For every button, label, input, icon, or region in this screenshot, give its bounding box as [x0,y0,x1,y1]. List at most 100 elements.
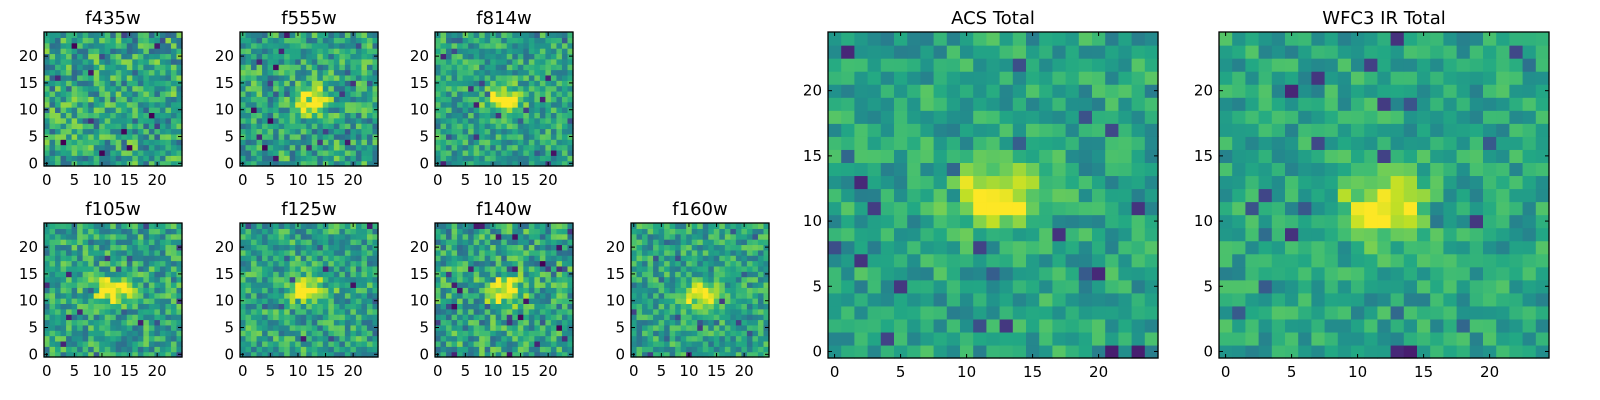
heatmap-cell [170,101,178,108]
heatmap-cell [154,64,161,71]
heatmap-cell [55,265,62,272]
heatmap-cell [284,276,291,283]
heatmap-cell [126,101,133,108]
heatmap-cell [708,271,715,278]
heatmap-cell [1065,240,1080,255]
heatmap-cell [284,255,291,262]
heatmap-cell [517,340,524,347]
heatmap-cell [473,155,480,162]
heatmap-cell [473,346,480,353]
heatmap-cell [284,53,291,60]
heatmap-cell [284,128,291,135]
heatmap-cell [344,155,351,162]
heatmap-cell [713,271,720,278]
heatmap-cell [752,346,759,353]
heatmap-cell [143,53,150,60]
heatmap-cell [495,298,502,304]
heatmap-cell [361,233,368,240]
heatmap-cell [708,276,715,283]
heatmap-cell [680,335,687,342]
heatmap-cell [468,69,475,76]
heatmap-cell [132,32,139,38]
heatmap-cell [77,303,84,310]
heatmap-cell [278,37,285,44]
heatmap-cell [1144,253,1159,268]
heatmap-cell [273,74,280,81]
heatmap-cell [137,48,144,55]
heatmap-cell [240,112,247,119]
heatmap-cell [44,117,51,124]
heatmap-cell [457,314,464,321]
heatmap-cell [473,298,480,304]
heatmap-cell [907,318,921,333]
heatmap-cell [642,260,649,267]
heatmap-cell [473,287,480,294]
heatmap-cell [446,139,453,146]
heatmap-cell [473,144,480,151]
heatmap-cell [550,298,558,304]
heatmap-cell [653,340,660,347]
heatmap-cell [71,287,78,294]
heatmap-cell [322,308,329,315]
heatmap-cell [289,160,296,167]
heatmap-cell [501,255,508,262]
heatmap-cell [724,265,731,272]
heatmap-cell [484,74,491,81]
heatmap-cell [642,346,649,353]
heatmap-cell [435,58,442,65]
heatmap-cell [333,53,340,60]
heatmap-cell [517,308,524,315]
heatmap-cell [708,324,715,331]
heatmap-cell [523,330,530,337]
heatmap-cell [550,228,558,235]
heatmap-cell [713,298,720,304]
heatmap-cell [77,281,84,288]
heatmap-cell [1065,175,1080,190]
heatmap-cell [468,48,475,55]
heatmap-cell [289,303,296,310]
heatmap-cell [154,292,161,299]
heatmap-cell [550,144,558,151]
heatmap-cell [93,287,100,294]
heatmap-cell [680,330,687,337]
heatmap-cell [121,260,128,267]
heatmap-cell [333,244,340,251]
heatmap-cell [484,324,491,331]
heatmap-cell [462,123,469,130]
heatmap-cell [1052,305,1067,320]
heatmap-cell [245,346,252,353]
heatmap-cell [300,324,307,331]
heatmap-cell [528,287,535,294]
heatmap-cell [289,281,296,288]
heatmap-cell [867,253,882,268]
heatmap-cell [176,239,183,246]
heatmap-cell [49,74,56,81]
heatmap-cell [317,308,324,315]
heatmap-cell [545,96,552,103]
heatmap-cell [457,239,464,246]
heatmap-cell [350,149,357,156]
heatmap-cell [735,340,742,347]
heatmap-cell [440,74,447,81]
heatmap-cell [534,128,541,135]
heatmap-cell [245,42,252,49]
heatmap-cell [468,107,475,113]
heatmap-cell [262,85,269,92]
heatmap-cell [278,351,285,358]
heatmap-cell [240,64,247,71]
heatmap-cell [854,279,869,294]
heatmap-cell [457,281,464,288]
heatmap-cell [126,58,133,65]
heatmap-cell [946,344,961,359]
heatmap-cell [240,330,247,337]
heatmap-cell [730,314,737,321]
heatmap-cell [71,96,78,103]
heatmap-cell [240,85,247,92]
heatmap-cell [506,128,513,135]
heatmap-cell [556,319,563,326]
heatmap-cell [256,117,263,124]
heatmap-cell [730,292,737,299]
heatmap-cell [894,214,908,229]
heatmap-cell [746,260,754,267]
heatmap-cell [300,155,307,162]
